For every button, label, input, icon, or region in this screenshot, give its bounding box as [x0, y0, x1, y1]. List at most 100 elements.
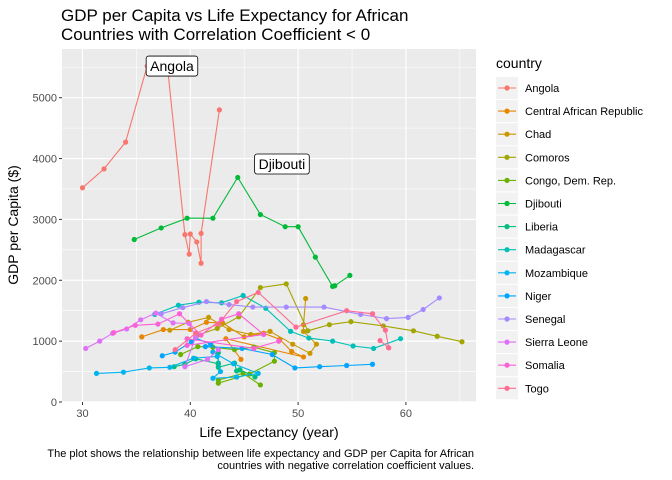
- legend-key-point: [504, 200, 510, 207]
- legend-label: Djibouti: [525, 199, 562, 211]
- x-tick-label: 60: [400, 408, 412, 420]
- legend-item: Madagascar: [496, 238, 586, 261]
- data-point: [326, 322, 332, 328]
- data-point: [263, 305, 269, 311]
- data-point: [405, 314, 411, 321]
- legend-item: Angola: [496, 77, 560, 99]
- data-point: [289, 348, 295, 355]
- data-point: [251, 345, 257, 352]
- x-tick-label: 30: [76, 408, 88, 420]
- legend-key-point: [504, 247, 510, 253]
- data-point: [159, 353, 165, 359]
- data-point: [180, 305, 186, 311]
- data-point: [188, 339, 194, 345]
- data-point: [283, 304, 289, 310]
- data-point: [195, 344, 201, 350]
- data-point: [215, 321, 221, 327]
- y-tick-label: 2000: [33, 275, 57, 287]
- axes: 0 1000 2000 3000 4000 5000 30 40 50 60: [33, 93, 413, 420]
- data-point: [313, 341, 320, 347]
- series-djibouti: [131, 174, 353, 289]
- y-tick-label: 0: [51, 397, 57, 409]
- legend-item: Liberia: [496, 215, 559, 238]
- data-point: [190, 355, 197, 361]
- data-point: [83, 345, 89, 352]
- series-line: [197, 283, 463, 343]
- data-point: [370, 345, 377, 352]
- data-point: [290, 341, 296, 347]
- data-point: [182, 232, 188, 238]
- data-point: [230, 361, 237, 367]
- legend-item: Djibouti: [496, 192, 562, 215]
- legend-item: Niger: [496, 284, 552, 307]
- data-point: [170, 320, 176, 326]
- data-point: [132, 322, 138, 328]
- legend-label: Angola: [525, 83, 560, 95]
- data-point: [380, 323, 386, 329]
- data-point: [177, 351, 184, 358]
- legend-label: Chad: [525, 129, 551, 141]
- data-point: [198, 260, 204, 266]
- legend-label: Congo, Dem. Rep.: [525, 175, 616, 187]
- data-point: [172, 347, 178, 353]
- y-tick-label: 5000: [33, 93, 57, 105]
- legend-key-point: [504, 362, 510, 368]
- data-point: [257, 211, 263, 218]
- series-line: [141, 321, 304, 360]
- data-point: [240, 292, 246, 299]
- data-point: [234, 374, 240, 380]
- legend-label: Sierra Leone: [525, 337, 588, 349]
- legend-key-point: [504, 85, 510, 91]
- legend-key-point: [504, 224, 510, 230]
- data-point: [237, 367, 243, 373]
- x-tick-label: 40: [184, 408, 196, 420]
- data-point: [312, 254, 318, 260]
- data-point: [203, 319, 210, 325]
- data-point: [210, 215, 216, 221]
- data-point: [300, 354, 307, 360]
- data-point: [347, 272, 353, 279]
- annotation-box: [254, 153, 310, 175]
- legend-item: Senegal: [496, 308, 565, 330]
- data-point: [267, 328, 273, 334]
- legend-key-point: [504, 385, 510, 391]
- data-point: [382, 327, 389, 333]
- data-point: [276, 338, 282, 344]
- data-point: [153, 310, 159, 316]
- data-point: [348, 319, 354, 325]
- data-point: [420, 306, 426, 313]
- annotation-box: [145, 55, 199, 77]
- data-point: [158, 225, 164, 231]
- data-point: [283, 281, 289, 287]
- legend-label: Senegal: [525, 314, 565, 326]
- legend-label: Liberia: [525, 222, 559, 234]
- data-point: [203, 298, 210, 305]
- data-point: [257, 382, 263, 388]
- data-point: [282, 224, 288, 230]
- data-point: [397, 336, 404, 342]
- legend-key-point: [504, 339, 510, 345]
- legend-item: Congo, Dem. Rep.: [496, 169, 616, 192]
- data-point: [167, 364, 173, 370]
- x-axis-title: Life Expectancy (year): [199, 424, 338, 440]
- y-tick-label: 1000: [33, 336, 57, 348]
- annotation-label: Djibouti: [254, 153, 310, 175]
- data-point: [97, 338, 103, 344]
- chart-title-line-1: GDP per Capita vs Life Expectancy for Af…: [61, 6, 408, 25]
- series-line: [161, 297, 440, 320]
- data-point: [287, 328, 294, 334]
- legend-item: Comoros: [496, 146, 570, 169]
- legend-key-point: [504, 270, 510, 276]
- data-point: [215, 347, 221, 353]
- data-point: [79, 185, 86, 191]
- legend-key-point: [504, 177, 510, 183]
- series-line: [82, 65, 220, 264]
- data-point: [377, 337, 383, 344]
- data-point: [436, 295, 442, 301]
- data-point: [330, 338, 336, 344]
- data-point: [210, 375, 216, 381]
- data-point: [131, 236, 137, 243]
- data-point: [155, 321, 161, 327]
- data-point: [217, 368, 224, 375]
- legend-label: Togo: [525, 383, 549, 395]
